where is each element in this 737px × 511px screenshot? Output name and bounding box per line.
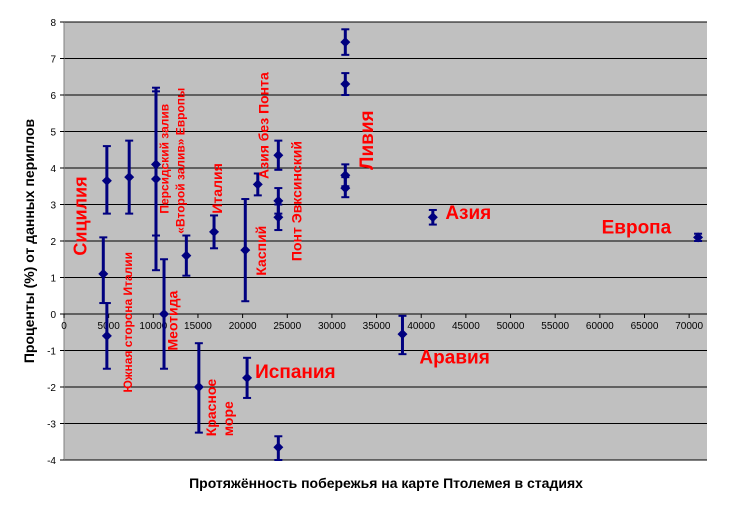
point-marker xyxy=(209,226,220,237)
y-tick-label: -2 xyxy=(47,383,56,394)
point-label: Сицилия xyxy=(70,176,90,255)
point-annotations: Сицилия Южная сторона Италии Персидский за… xyxy=(70,72,671,436)
point-label: Южная сторона Италии xyxy=(121,252,135,392)
data-point xyxy=(242,356,253,399)
point-label: «Второй залив» Европы xyxy=(174,88,188,234)
x-tick-label: 50000 xyxy=(497,321,525,332)
x-tick-label: 65000 xyxy=(631,321,659,332)
point-marker xyxy=(252,179,263,190)
gridlines xyxy=(64,21,707,461)
data-point xyxy=(273,139,284,171)
y-tick-label: 5 xyxy=(50,128,56,139)
point-marker xyxy=(159,309,170,319)
point-marker xyxy=(124,172,135,183)
point-marker xyxy=(101,175,112,186)
data-point xyxy=(240,198,251,303)
data-point xyxy=(181,234,192,277)
y-tick-label: 7 xyxy=(50,55,56,66)
data-point xyxy=(193,342,204,434)
data-point xyxy=(101,145,112,215)
point-marker xyxy=(98,268,109,279)
data-point xyxy=(209,214,220,250)
data-point xyxy=(427,208,438,226)
point-label: Азия xyxy=(445,203,491,224)
x-tick-labels: 0 5000 10000 15000 20000 25000 30000 35000 40000… xyxy=(61,321,703,332)
point-marker xyxy=(340,79,351,90)
point-marker xyxy=(340,37,351,48)
y-tick-label: -1 xyxy=(47,347,56,358)
y-tick-label: 6 xyxy=(50,91,56,102)
x-tick-label: 5000 xyxy=(98,321,121,332)
y-tick-labels: -4 -3 -2 -1 0 1 2 3 4 5 6 7 8 xyxy=(47,18,56,467)
data-point xyxy=(693,232,704,243)
point-label: Азия без Понта xyxy=(256,72,272,179)
point-marker xyxy=(397,329,408,340)
y-tick-label: 2 xyxy=(50,237,56,248)
y-axis-title: Проценты (%) от данных периплов xyxy=(21,118,37,363)
point-marker xyxy=(273,442,284,453)
point-label: Европа xyxy=(602,218,672,239)
x-axis-title: Протяжённость побережья на карте Птолеме… xyxy=(189,475,583,491)
point-label: Каспий xyxy=(253,226,269,276)
x-tick-label: 0 xyxy=(61,321,67,332)
point-marker xyxy=(240,245,251,256)
x-tick-label: 40000 xyxy=(407,321,435,332)
point-marker xyxy=(340,183,351,194)
data-point xyxy=(252,172,263,197)
point-label: Испания xyxy=(255,362,336,383)
y-tick-label: 3 xyxy=(50,201,56,212)
y-tick-label: -4 xyxy=(47,456,56,467)
y-tick-label: 4 xyxy=(50,164,56,175)
point-label: Красное xyxy=(203,379,219,437)
y-tick-label: -3 xyxy=(47,420,56,431)
data-point xyxy=(159,258,170,370)
x-tick-label: 30000 xyxy=(318,321,346,332)
data-point xyxy=(273,435,284,461)
data-points xyxy=(98,28,704,461)
point-marker xyxy=(693,232,704,243)
data-point xyxy=(340,28,351,56)
point-marker xyxy=(427,212,438,223)
point-marker xyxy=(101,330,112,341)
data-point xyxy=(150,86,161,272)
data-point xyxy=(124,139,135,215)
x-tick-label: 45000 xyxy=(452,321,480,332)
x-tick-label: 20000 xyxy=(229,321,257,332)
data-point xyxy=(340,176,351,199)
x-tick-label: 35000 xyxy=(363,321,391,332)
point-label: Понт Эвксинский xyxy=(289,141,305,261)
point-marker xyxy=(181,250,192,261)
point-label: Ливия xyxy=(357,110,378,169)
x-tick-label: 55000 xyxy=(541,321,569,332)
point-marker xyxy=(273,195,284,206)
point-marker xyxy=(193,382,204,392)
point-label: море xyxy=(220,401,236,436)
y-tick-label: 8 xyxy=(50,18,56,29)
x-tick-label: 15000 xyxy=(184,321,212,332)
point-label: Аравия xyxy=(419,347,489,368)
x-tick-label: 60000 xyxy=(586,321,614,332)
point-label: Италия xyxy=(209,163,225,213)
x-tick-label: 10000 xyxy=(139,321,167,332)
point-marker xyxy=(150,173,161,184)
point-marker xyxy=(242,372,253,383)
point-label: Персидский залив xyxy=(157,104,171,214)
data-point xyxy=(273,203,284,232)
y-tick-label: 1 xyxy=(50,274,56,285)
point-label: Меотида xyxy=(164,290,180,350)
point-marker xyxy=(273,212,284,223)
point-marker xyxy=(273,150,284,161)
x-tick-label: 70000 xyxy=(675,321,703,332)
y-tick-label: 0 xyxy=(50,310,56,321)
axes xyxy=(60,21,707,461)
x-tick-label: 25000 xyxy=(273,321,301,332)
data-point xyxy=(397,314,408,356)
data-point xyxy=(101,302,112,370)
data-point xyxy=(340,72,351,96)
